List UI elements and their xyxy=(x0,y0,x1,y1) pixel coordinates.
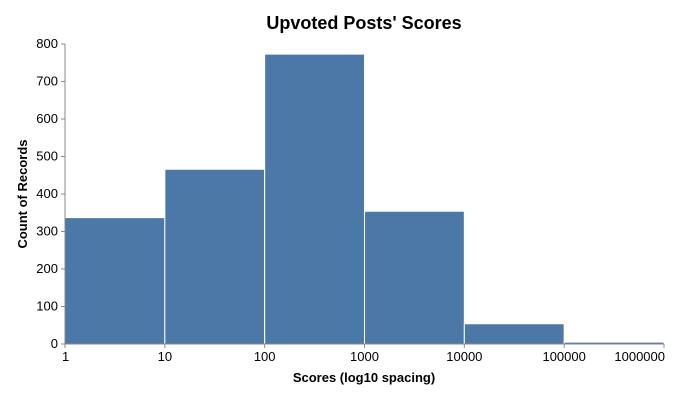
y-tick-label: 700 xyxy=(36,74,58,89)
x-tick-label: 10000 xyxy=(446,349,482,364)
histogram-bar xyxy=(463,323,565,345)
y-tick-label: 500 xyxy=(36,149,58,164)
x-tick-label: 10 xyxy=(158,349,172,364)
x-tick-label: 100 xyxy=(254,349,276,364)
y-tick-label: 600 xyxy=(36,111,58,126)
y-tick-label: 200 xyxy=(36,261,58,276)
y-axis-title: Count of Records xyxy=(15,139,30,248)
x-axis-title: Scores (log10 spacing) xyxy=(293,370,435,385)
y-tick-label: 100 xyxy=(36,299,58,314)
y-axis: 0 100 200 300 400 500 600 700 800 xyxy=(36,36,66,351)
x-axis: 1 10 100 1000 10000 100000 1000000 xyxy=(62,343,665,364)
histogram-bar xyxy=(164,168,266,345)
x-tick-label: 1 xyxy=(62,349,69,364)
y-tick-label: 0 xyxy=(51,336,58,351)
chart-title: Upvoted Posts' Scores xyxy=(266,13,461,33)
y-tick-label: 300 xyxy=(36,224,58,239)
histogram-bar xyxy=(264,53,365,345)
histogram-bar xyxy=(64,217,166,345)
y-tick-label: 800 xyxy=(36,36,58,51)
x-tick-label: 1000000 xyxy=(614,349,665,364)
x-tick-label: 100000 xyxy=(542,349,585,364)
histogram-bar xyxy=(364,210,465,345)
bars-group xyxy=(64,53,665,345)
y-tick-label: 400 xyxy=(36,186,58,201)
x-tick-label: 1000 xyxy=(350,349,379,364)
